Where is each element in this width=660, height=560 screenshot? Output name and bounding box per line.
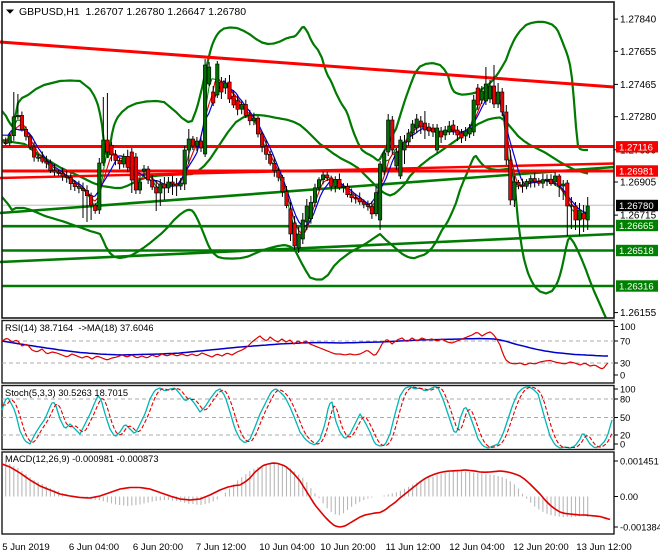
svg-text:10 Jun 04:00: 10 Jun 04:00 xyxy=(259,542,314,553)
svg-text:-0.001384: -0.001384 xyxy=(620,523,660,533)
svg-text:1.26665: 1.26665 xyxy=(619,221,654,232)
svg-text:0.00: 0.00 xyxy=(620,492,638,502)
svg-text:100: 100 xyxy=(620,322,636,332)
svg-text:0.001451: 0.001451 xyxy=(620,457,659,467)
svg-text:GBPUSD,H1 1.26707 1.26780 1.2: GBPUSD,H1 1.26707 1.26780 1.26647 1.2678… xyxy=(19,6,246,18)
svg-text:10 Jun 20:00: 10 Jun 20:00 xyxy=(320,542,375,553)
svg-text:7 Jun 12:00: 7 Jun 12:00 xyxy=(196,542,246,553)
svg-text:1.26155: 1.26155 xyxy=(620,308,657,319)
svg-text:50: 50 xyxy=(620,413,630,423)
svg-text:1.27465: 1.27465 xyxy=(620,80,657,91)
svg-text:11 Jun 12:00: 11 Jun 12:00 xyxy=(386,542,441,553)
svg-text:1.26780: 1.26780 xyxy=(619,201,654,212)
svg-text:RSI(14) 38.7164 ->MA(18) 37.6: RSI(14) 38.7164 ->MA(18) 37.6046 xyxy=(5,323,154,333)
svg-text:70: 70 xyxy=(620,337,630,347)
svg-text:20: 20 xyxy=(620,431,630,441)
svg-text:0: 0 xyxy=(620,440,625,450)
svg-text:0: 0 xyxy=(620,371,625,381)
svg-text:100: 100 xyxy=(620,385,636,395)
svg-text:1.27840: 1.27840 xyxy=(620,15,657,26)
svg-text:1.26316: 1.26316 xyxy=(619,282,654,293)
svg-text:12 Jun 04:00: 12 Jun 04:00 xyxy=(449,542,504,553)
svg-text:1.26518: 1.26518 xyxy=(619,246,654,257)
svg-text:6 Jun 20:00: 6 Jun 20:00 xyxy=(133,542,183,553)
svg-text:5 Jun 2019: 5 Jun 2019 xyxy=(2,542,49,553)
svg-text:1.26715: 1.26715 xyxy=(620,211,657,222)
svg-text:30: 30 xyxy=(620,359,630,369)
svg-text:1.26981: 1.26981 xyxy=(619,167,654,178)
svg-text:1.26905: 1.26905 xyxy=(620,178,657,189)
svg-text:Stoch(5,3,3) 30.5263 18.7015: Stoch(5,3,3) 30.5263 18.7015 xyxy=(5,388,128,398)
svg-text:12 Jun 20:00: 12 Jun 20:00 xyxy=(513,542,568,553)
svg-text:1.27280: 1.27280 xyxy=(620,112,657,123)
svg-text:13 Jun 12:00: 13 Jun 12:00 xyxy=(576,542,631,553)
svg-text:MACD(12,26,9) -0.000981 -0.000: MACD(12,26,9) -0.000981 -0.000873 xyxy=(5,454,159,464)
svg-text:1.27655: 1.27655 xyxy=(620,47,657,58)
svg-text:6 Jun 04:00: 6 Jun 04:00 xyxy=(69,542,119,553)
svg-text:1.27116: 1.27116 xyxy=(619,142,653,153)
svg-text:80: 80 xyxy=(620,395,630,405)
